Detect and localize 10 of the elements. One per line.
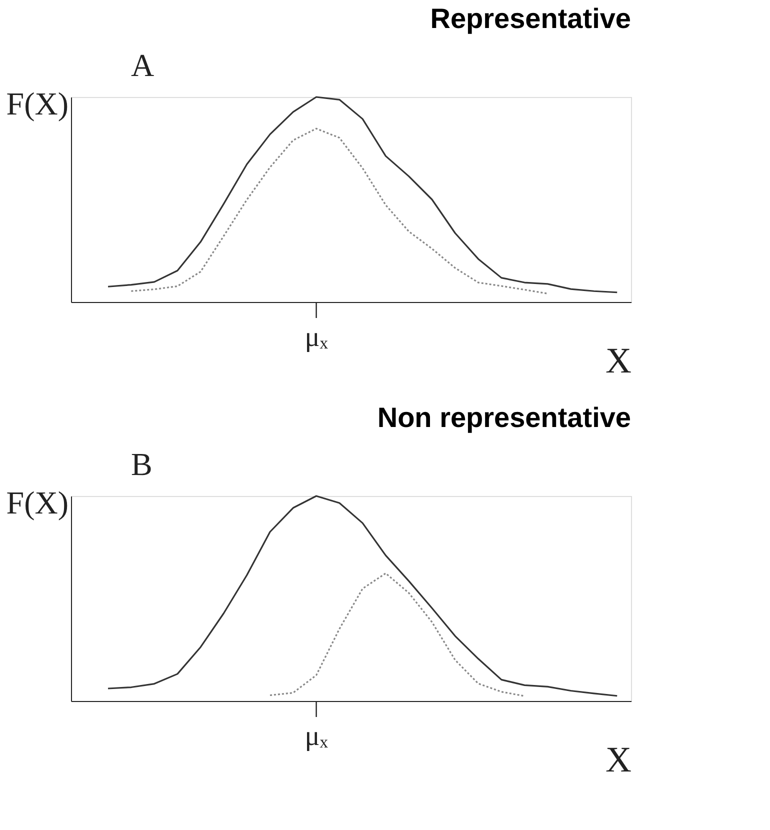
y-axis-title: F(X) (6, 86, 68, 122)
x-axis-title: X (606, 740, 632, 780)
text: μₓ (304, 721, 329, 752)
text: A (131, 47, 154, 83)
text: B (131, 446, 152, 482)
chart-title: Representative (430, 3, 631, 34)
y-axis-title: F(X) (6, 484, 68, 520)
text: μₓ (304, 322, 329, 353)
x-axis-title: X (606, 340, 632, 380)
chart-title: Non representative (377, 402, 631, 433)
